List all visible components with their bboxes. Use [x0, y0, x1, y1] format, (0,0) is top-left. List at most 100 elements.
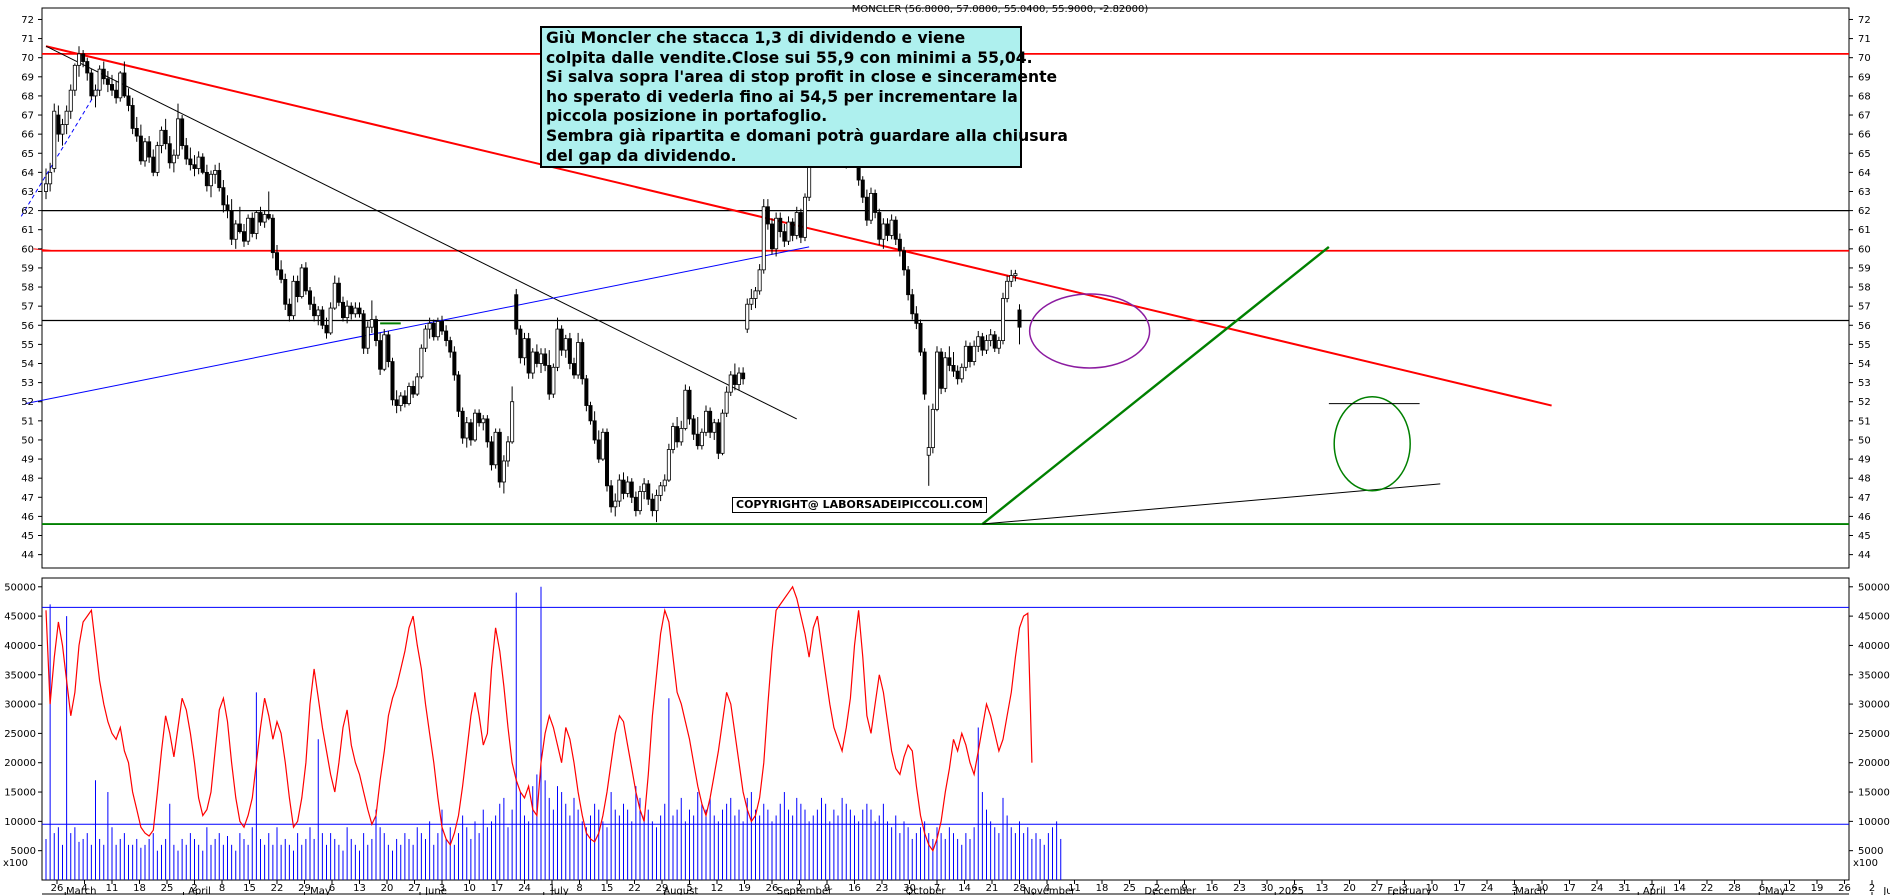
volume-tick-label-right: 40000	[1858, 641, 1890, 652]
price-tick-label-left: 57	[21, 302, 34, 313]
trendline	[25, 246, 810, 405]
date-tick-label: 6	[1291, 883, 1297, 894]
candle-body	[266, 214, 271, 219]
date-tick-label: 17	[1563, 883, 1576, 894]
price-tick-label-right: 45	[1858, 531, 1871, 542]
candle-body	[530, 351, 535, 374]
date-tick-label: 23	[876, 883, 889, 894]
candle-body	[629, 481, 634, 498]
candle-body	[481, 418, 486, 424]
candle-body	[860, 179, 865, 198]
candle-body	[782, 231, 787, 242]
candle-body	[365, 326, 370, 349]
candle-body	[163, 129, 168, 145]
candle-body	[101, 68, 106, 80]
candle-body	[1009, 275, 1014, 282]
candle-body	[233, 223, 238, 240]
price-tick-label-right: 67	[1858, 111, 1871, 122]
candle-body	[992, 334, 997, 349]
price-tick-label-left: 60	[21, 244, 34, 255]
price-tick-label-left: 48	[21, 474, 34, 485]
candle-body	[687, 389, 692, 420]
price-tick-label-right: 60	[1858, 244, 1871, 255]
date-tick-label: 26	[766, 883, 779, 894]
candle-body	[910, 294, 915, 315]
candle-body	[373, 319, 378, 341]
date-tick-label: 29	[298, 883, 311, 894]
candle-body	[555, 328, 560, 368]
date-tick-label: 26	[51, 883, 64, 894]
date-tick-label: 9	[824, 883, 830, 894]
month-label: July	[550, 886, 569, 895]
price-tick-label-left: 62	[21, 206, 34, 217]
price-tick-label-left: 52	[21, 397, 34, 408]
comment-line: ho sperato di vederla fino ai 54,5 per i…	[546, 87, 1018, 106]
date-tick-label: 20	[381, 883, 394, 894]
date-tick-label: 30	[903, 883, 916, 894]
comment-line: del gap da dividendo.	[546, 146, 737, 165]
candle-body	[439, 321, 444, 332]
drawn-annotations	[33, 248, 1420, 492]
price-tick-label-right: 54	[1858, 359, 1871, 370]
candle-body	[382, 334, 387, 370]
volume-tick-label-left: 20000	[4, 758, 36, 769]
date-tick-label: 7	[1649, 883, 1655, 894]
price-tick-label-left: 49	[21, 455, 34, 466]
candle-body	[679, 428, 684, 443]
date-tick-label: 3	[1401, 883, 1407, 894]
date-tick-label: 22	[1701, 883, 1714, 894]
candle-body	[97, 68, 102, 91]
candle-body	[307, 290, 312, 305]
candle-body	[130, 105, 135, 129]
price-tick-label-left: 51	[21, 416, 34, 427]
candle-body	[44, 183, 49, 192]
date-tick-label: 15	[601, 883, 614, 894]
candle-body	[609, 485, 614, 508]
candle-body	[349, 305, 354, 315]
candle-body	[171, 154, 176, 164]
candle-body	[52, 110, 57, 169]
candle-body	[951, 365, 956, 372]
price-tick-label-right: 50	[1858, 435, 1871, 446]
candle-body	[497, 431, 502, 483]
candle-body	[200, 156, 205, 173]
date-tick-label: 2	[191, 883, 197, 894]
date-tick-label: 9	[1181, 883, 1187, 894]
month-label: September	[777, 886, 833, 895]
candle-body	[741, 372, 746, 380]
copyright-watermark: COPYRIGHT@ LABORSADEIPICCOLI.COM	[732, 497, 987, 513]
volume-tick-label-right: 15000	[1858, 788, 1890, 799]
candle-body	[761, 206, 766, 271]
candle-body	[704, 410, 709, 433]
volume-tick-label-left: 40000	[4, 641, 36, 652]
date-tick-label: 25	[161, 883, 174, 894]
candle-body	[798, 212, 803, 238]
price-tick-label-right: 62	[1858, 206, 1871, 217]
date-tick-label: 2	[1869, 883, 1875, 894]
date-tick-label: 24	[1481, 883, 1494, 894]
date-tick-label: 19	[1811, 883, 1824, 894]
candle-body	[192, 164, 197, 169]
month-label: December	[1144, 886, 1197, 895]
month-label: May	[310, 886, 331, 895]
candle-body	[336, 282, 341, 303]
volume-average-line	[45, 585, 1033, 853]
candle-body	[691, 418, 696, 435]
price-tick-label-left: 59	[21, 263, 34, 274]
volume-tick-label-left: 5000	[11, 846, 36, 857]
date-tick-label: 6	[1759, 883, 1765, 894]
ellipse-marker	[1028, 293, 1151, 369]
candle-body	[142, 141, 147, 162]
price-tick-label-right: 55	[1858, 340, 1871, 351]
candle-body	[72, 64, 77, 91]
date-tick-label: 4	[1044, 883, 1050, 894]
level-marker	[33, 248, 55, 252]
candle-body	[312, 303, 317, 317]
candle-body	[972, 345, 977, 362]
candle-body	[996, 340, 1001, 349]
price-tick-label-right: 71	[1858, 34, 1871, 45]
candle-body	[394, 399, 399, 406]
date-tick-label: 10	[1536, 883, 1549, 894]
candle-body	[229, 210, 234, 240]
ticker-header: MONCLER (56.8000, 57.0800, 55.0400, 55.9…	[852, 4, 1149, 15]
